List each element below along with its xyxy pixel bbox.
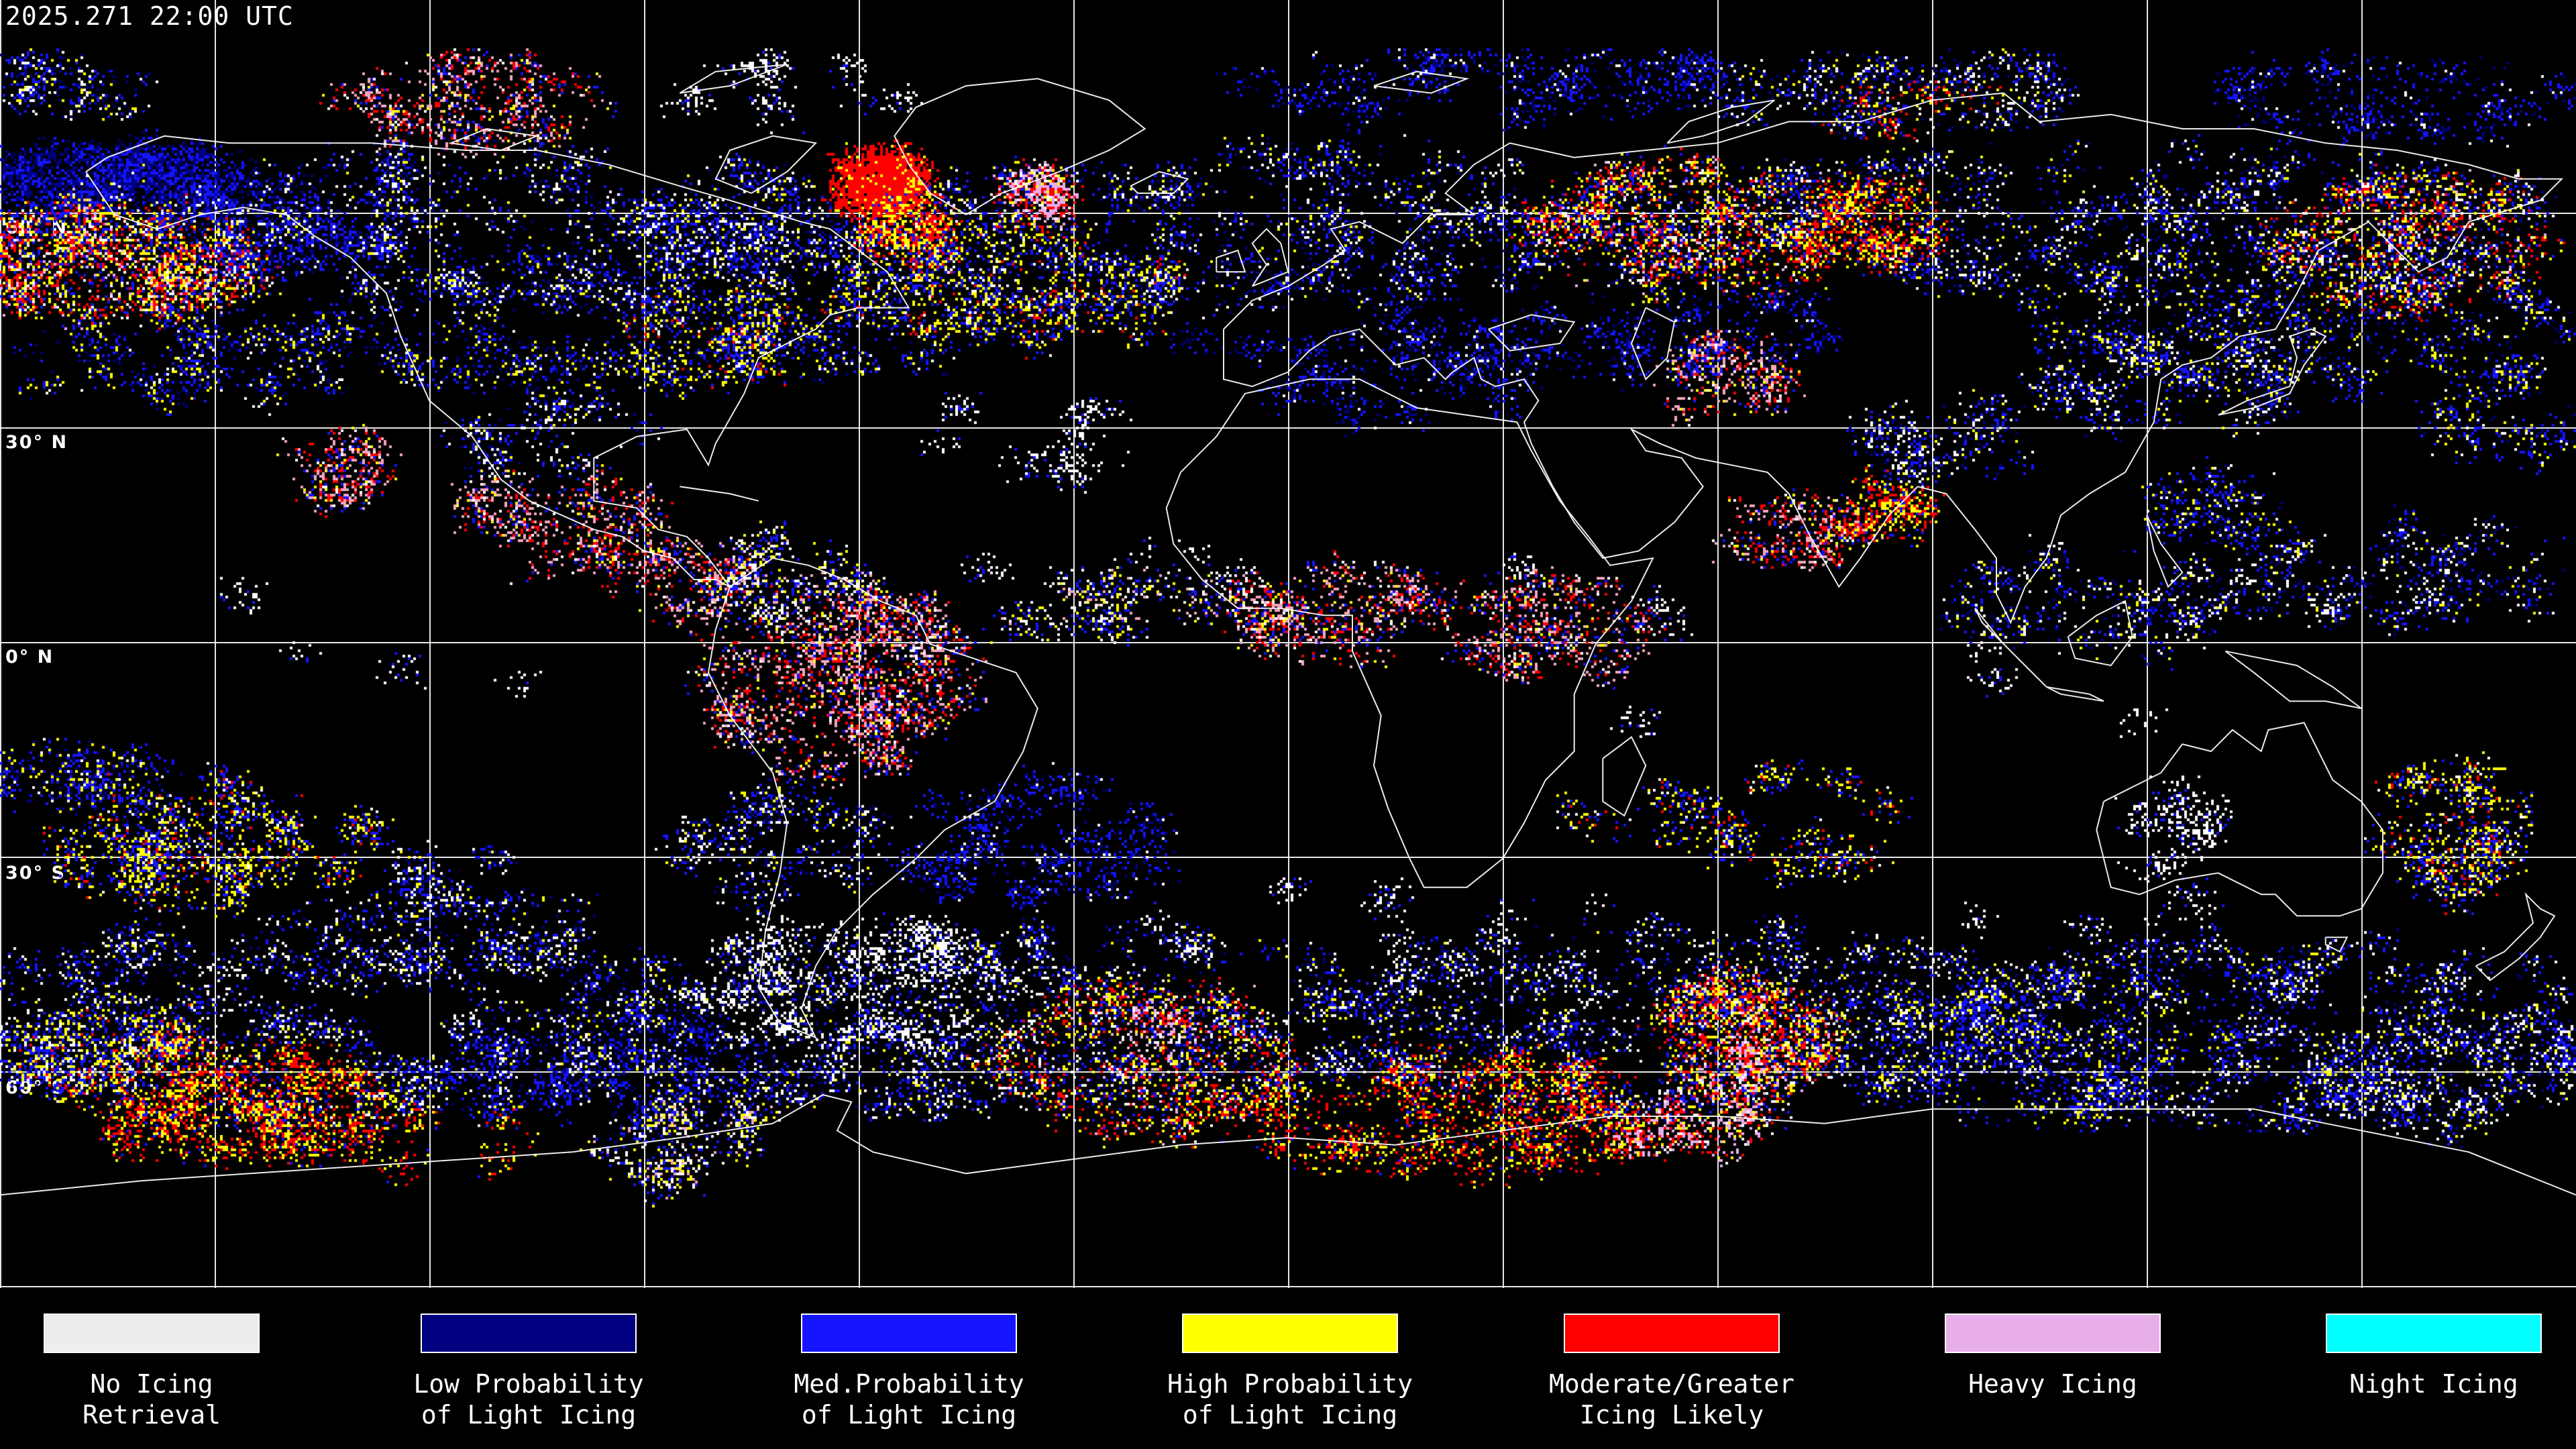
legend-swatch	[801, 1313, 1017, 1353]
legend-swatch	[421, 1313, 637, 1353]
timestamp-label: 2025.271 22:00 UTC	[5, 1, 294, 31]
legend-item: Night Icing	[2326, 1313, 2542, 1441]
legend-item: Med.Probability of Light Icing	[794, 1313, 1024, 1441]
legend-label: High Probability of Light Icing	[1167, 1369, 1413, 1430]
legend-label: Med.Probability of Light Icing	[794, 1369, 1024, 1430]
legend-swatch	[2326, 1313, 2542, 1353]
legend-item: High Probability of Light Icing	[1167, 1313, 1413, 1441]
legend-item: Moderate/Greater Icing Likely	[1549, 1313, 1794, 1441]
legend-swatch	[44, 1313, 260, 1353]
world-map: 60° N30° N0° N30° S60° S	[0, 0, 2576, 1288]
legend-label: Night Icing	[2349, 1369, 2518, 1399]
legend-item: Heavy Icing	[1945, 1313, 2161, 1441]
legend-label: Moderate/Greater Icing Likely	[1548, 1369, 1795, 1430]
legend-label: Low Probability of Light Icing	[413, 1369, 644, 1430]
legend-item: No Icing Retrieval	[44, 1313, 260, 1441]
icing-data-layer	[0, 0, 2576, 1288]
legend-swatch	[1945, 1313, 2161, 1353]
legend-swatch	[1182, 1313, 1398, 1353]
legend-swatch	[1564, 1313, 1780, 1353]
coastline-layer	[0, 64, 2576, 1196]
legend-bar: No Icing Retrieval Low Probability of Light…	[0, 1288, 2576, 1449]
legend-label: Heavy Icing	[1968, 1369, 2137, 1399]
legend-item: Low Probability of Light Icing	[413, 1313, 644, 1441]
legend-label: No Icing Retrieval	[83, 1369, 221, 1430]
